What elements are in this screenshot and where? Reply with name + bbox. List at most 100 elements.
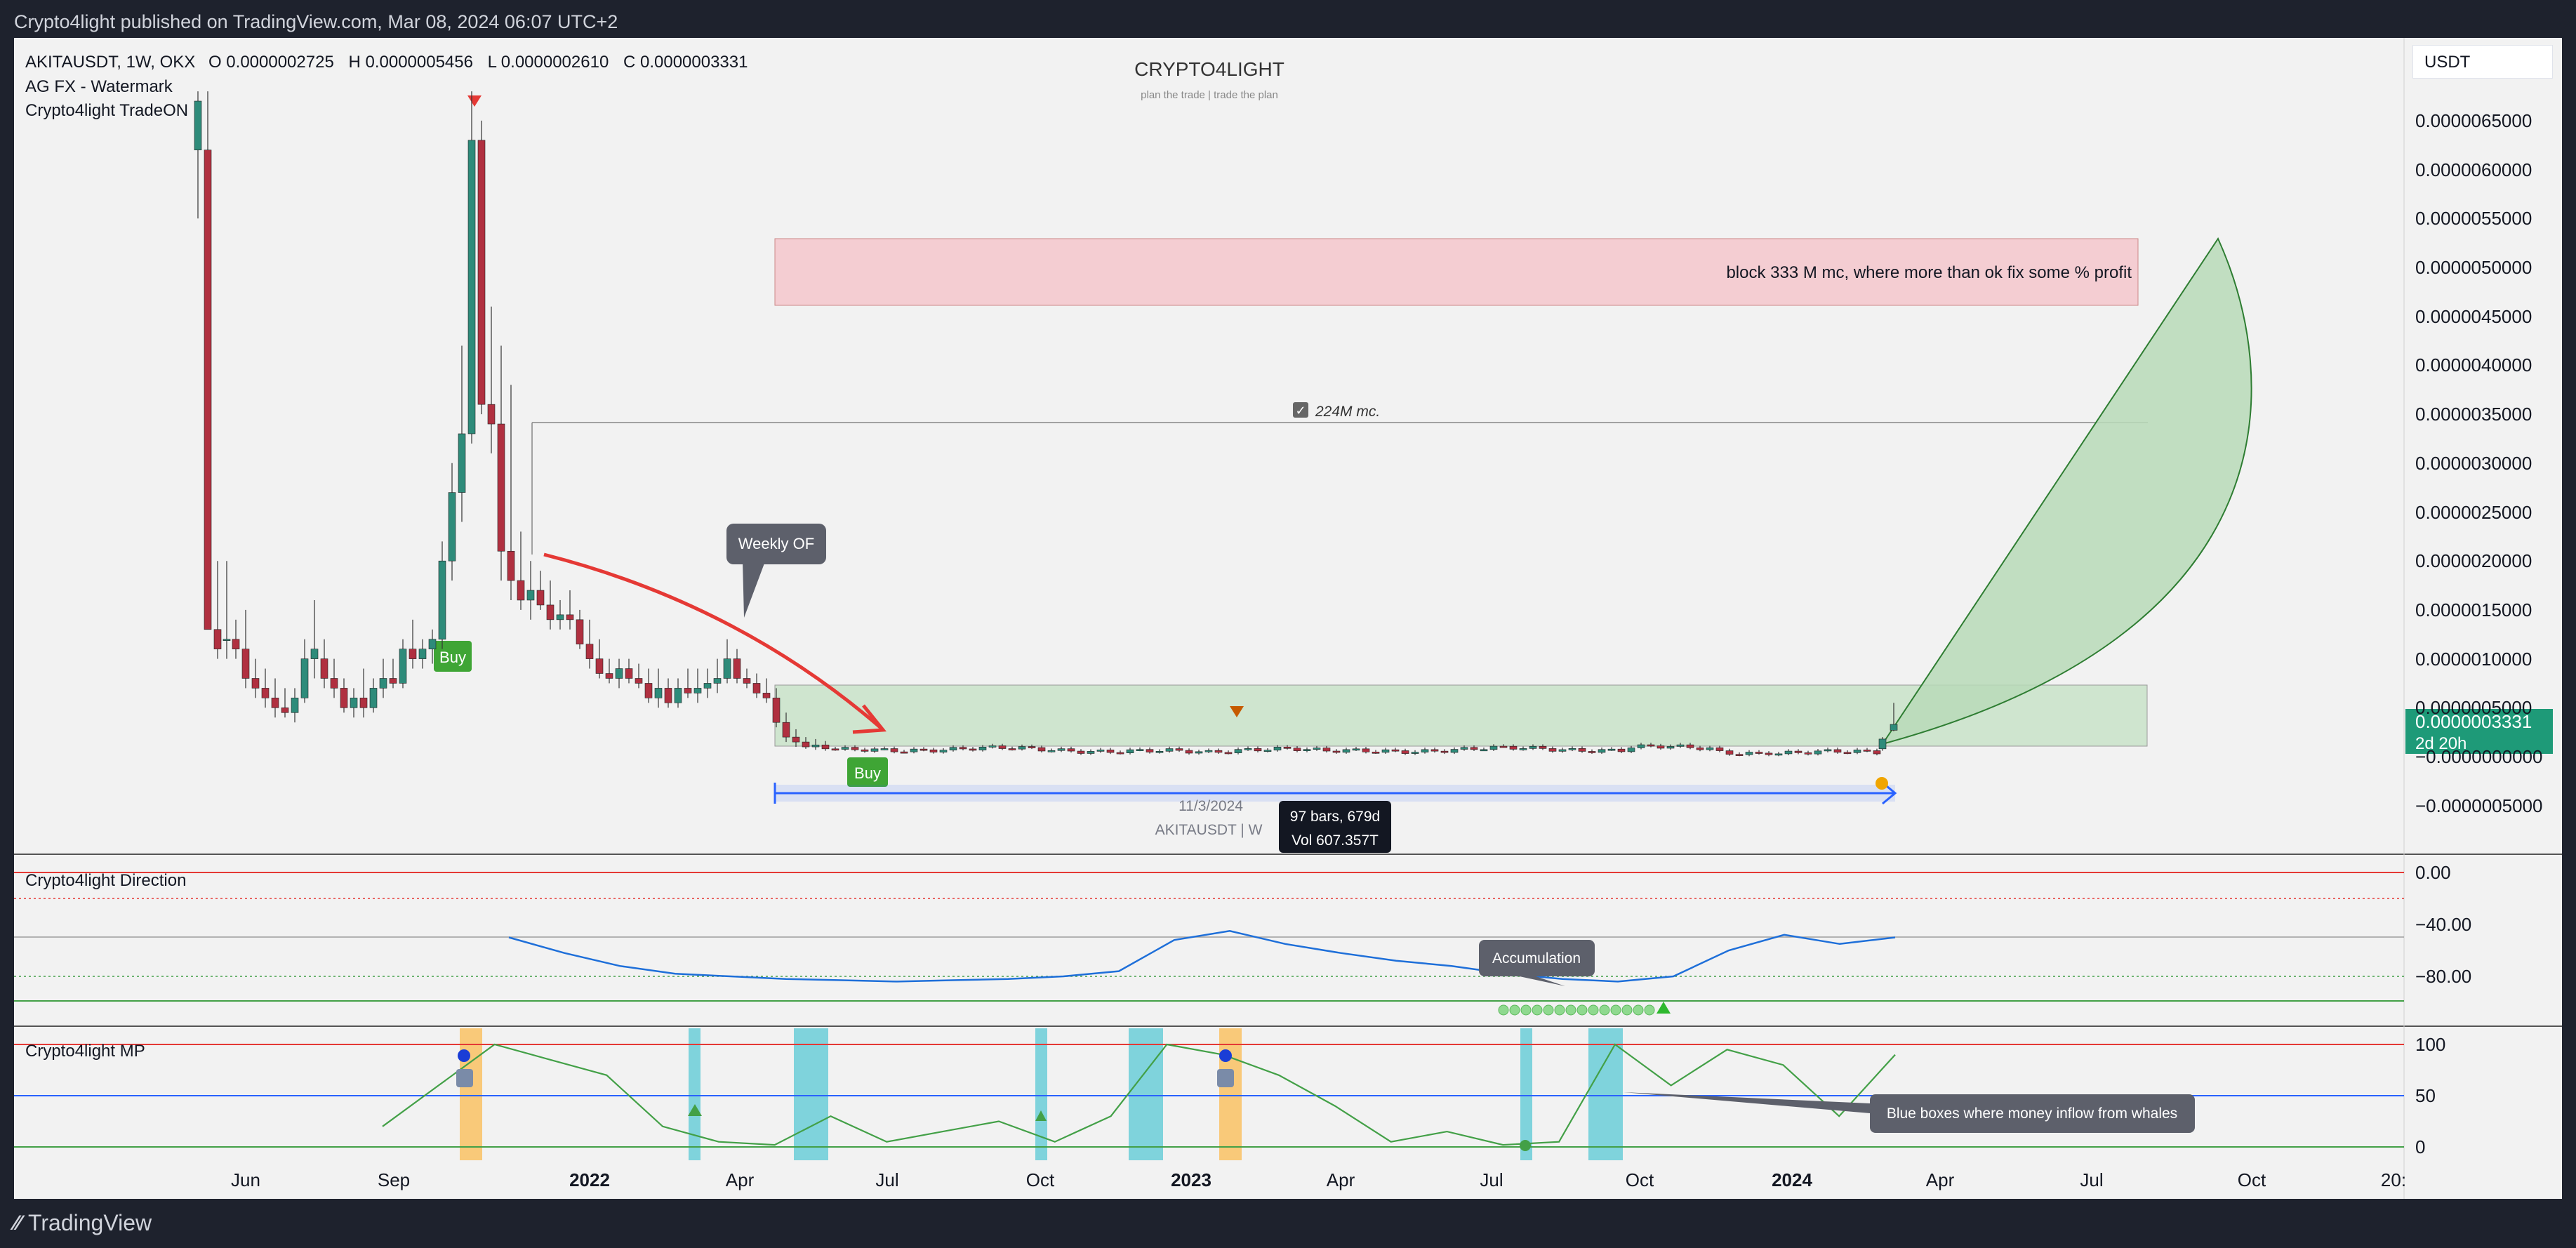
candle-body [998, 745, 1007, 749]
mp-blue-box-5[interactable] [1520, 1028, 1532, 1160]
weekly-of-label: Weekly OF [738, 535, 814, 552]
candle-body [1578, 748, 1586, 752]
price-tick: 0.0000050000 [2415, 257, 2532, 278]
candle-body [1794, 750, 1802, 753]
candle-body [1313, 748, 1321, 750]
candle-body [1804, 752, 1812, 755]
candle-body [1352, 748, 1360, 751]
candle-body [497, 423, 505, 552]
mp-blue-box-6[interactable] [1588, 1028, 1623, 1160]
buy-triangle-icon [1657, 1002, 1671, 1014]
range-date-label: 11/3/2024 [1179, 798, 1243, 814]
candle-body [1489, 745, 1498, 750]
candle-body [1588, 751, 1596, 753]
time-tick: Jul [2080, 1169, 2103, 1190]
candle-body [1745, 752, 1753, 755]
mp-axis: 100 50 0 [2415, 1034, 2445, 1157]
range-symbol-label: AKITAUSDT | W [1155, 822, 1263, 838]
downtrend-arrow[interactable] [543, 552, 882, 729]
price-axis[interactable]: 0.0000065000 0.0000060000 0.0000055000 0.00… [2415, 110, 2542, 816]
candle-body [204, 150, 212, 630]
time-tick: Oct [2238, 1169, 2266, 1190]
mp-green-triangle-1 [688, 1104, 702, 1116]
symbol-legend[interactable]: AKITAUSDT, 1W, OKX O 0.0000002725 H 0.00… [25, 53, 748, 120]
candle-body [194, 100, 202, 151]
candle-body [978, 747, 987, 750]
candle-body [792, 736, 800, 743]
alert-icon [1875, 777, 1888, 790]
accumulation-dot [1599, 1004, 1610, 1016]
candle-body [1165, 748, 1174, 752]
projection-curve[interactable] [1880, 237, 2252, 745]
mp-blue-box-4[interactable] [1129, 1028, 1163, 1160]
mp-blue-dot-2 [1219, 1049, 1232, 1062]
candle-body [1499, 745, 1508, 748]
buy-label-1[interactable]: Buy [434, 641, 472, 672]
mp-blue-box-3[interactable] [1035, 1028, 1047, 1160]
mp-orange-box-2[interactable] [1219, 1028, 1242, 1160]
candle-body [703, 683, 712, 689]
candle-body [1539, 745, 1547, 749]
candle-body [399, 649, 407, 684]
checkmark-icon: ✓ [1295, 404, 1306, 418]
candle-body [1607, 748, 1616, 751]
candle-body [1666, 746, 1675, 749]
candle-body [1450, 749, 1459, 753]
candle-body [1234, 749, 1242, 753]
candle-body [1077, 750, 1085, 754]
candle-body [310, 649, 319, 659]
candle-body [369, 688, 378, 708]
candle-body [1214, 750, 1223, 753]
candle-body [330, 678, 338, 689]
legend-l-label: L [488, 53, 497, 72]
candle-body [1293, 748, 1301, 751]
candle-body [1568, 748, 1576, 750]
candle-body [870, 748, 879, 752]
weekly-of-callout[interactable]: Weekly OF [726, 524, 826, 618]
candle-body [1843, 752, 1852, 755]
candle-body [1627, 748, 1635, 752]
candle-body [409, 649, 417, 659]
time-tick: 2022 [569, 1169, 610, 1190]
candle-body [340, 688, 348, 708]
candle-body [1430, 749, 1439, 752]
whales-callout[interactable]: Blue boxes where money inflow from whale… [1870, 1094, 2195, 1133]
direction-line[interactable] [508, 930, 1896, 983]
candle-body [929, 749, 938, 752]
candle-body [1028, 746, 1036, 748]
mp-line[interactable] [382, 1043, 1896, 1146]
last-price-label[interactable]: 0.0000003331 2d 20h [2405, 709, 2553, 754]
candle-body [1381, 749, 1390, 753]
mp-orange-box-1[interactable] [460, 1028, 482, 1160]
candle-body [1372, 752, 1380, 754]
candle-body [1890, 724, 1898, 731]
buy-label-2[interactable]: Buy [847, 757, 888, 787]
candle-body [1519, 748, 1527, 750]
price-tick: 0.0000015000 [2415, 599, 2532, 620]
price-tick: 0.0000065000 [2415, 110, 2532, 131]
sell-triangle-icon-2 [1230, 706, 1244, 717]
candle-body [1244, 748, 1252, 750]
candle-body [1116, 752, 1124, 755]
candle-body [359, 698, 368, 708]
candle-body [1155, 750, 1164, 753]
candle-body [1696, 748, 1704, 750]
price-tick: 0.0000045000 [2415, 306, 2532, 327]
tradingview-logo[interactable]: ⁄⁄ TradingView [14, 1210, 152, 1236]
candle-body [1460, 747, 1468, 750]
candle-body [1853, 750, 1861, 753]
mp-blue-box-2[interactable] [794, 1028, 828, 1160]
candle-body [1774, 753, 1783, 756]
legend-c-label: C [623, 53, 635, 72]
candle-body [418, 649, 427, 659]
accumulation-callout[interactable]: Accumulation [1479, 940, 1595, 986]
candle-body [811, 744, 820, 748]
legend-c-value: 0.0000003331 [640, 53, 748, 72]
sell-triangle-icon [467, 95, 482, 107]
candle-body [223, 639, 231, 642]
mp-blue-box-1[interactable] [689, 1028, 701, 1160]
red-profit-zone[interactable] [774, 238, 2139, 306]
time-axis[interactable]: Jun Sep 2022 Apr Jul Oct 2023 Apr Jul Oct 2024 Apr J… [231, 1169, 2406, 1190]
currency-selector[interactable]: USDT [2412, 45, 2553, 79]
